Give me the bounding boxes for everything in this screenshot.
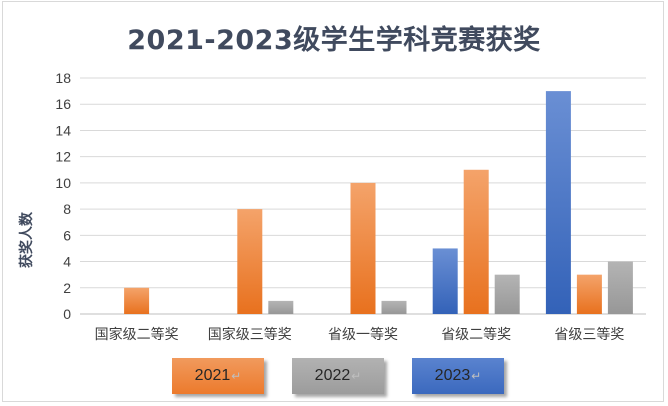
x-tick-label: 国家级二等奖 [95,326,179,343]
bar-2021-4 [576,274,602,314]
y-tick-label: 16 [55,96,71,112]
bar-2021-0 [124,287,150,314]
return-mark-icon: ↵ [231,369,242,383]
x-tick-labels: 国家级二等奖 国家级三等奖 省级一等奖 省级二等奖 省级三等奖 [95,326,625,343]
y-tick-label: 12 [55,149,71,165]
y-tick-label: 18 [55,70,71,86]
y-tick-label: 10 [55,175,71,191]
y-tick-label: 6 [63,227,71,243]
legend-item-2023: 2023 ↵ [412,358,504,394]
legend-label-2021: 2021 [194,367,231,384]
y-tick-labels: 0 2 4 6 8 10 12 14 16 18 [55,70,71,322]
bar-2021-1 [237,209,263,314]
legend-label-2023: 2023 [434,367,471,384]
y-tick-label: 14 [55,122,71,138]
chart-title: 2021-2023级学生学科竞赛获奖 [127,25,541,56]
x-tick-label: 省级三等奖 [554,326,624,343]
return-mark-icon: ↵ [471,369,482,383]
legend-item-2022: 2022 ↵ [292,358,384,394]
x-tick-label: 省级二等奖 [441,326,511,343]
y-tick-label: 8 [63,201,71,217]
y-tick-label: 2 [63,280,71,296]
bars [124,91,633,314]
bar-2021-2 [350,182,376,314]
y-tick-label: 0 [63,306,71,322]
bar-2022-1 [268,300,294,314]
x-tick-label: 省级一等奖 [328,326,398,343]
legend-label-2022: 2022 [314,367,351,384]
x-tick-label: 国家级三等奖 [208,326,292,343]
legend-item-2021: 2021 ↵ [172,358,264,394]
bar-2022-3 [494,274,520,314]
bar-2023-4 [545,91,571,314]
bar-2022-2 [381,300,407,314]
bar-2022-4 [607,261,633,314]
bar-2021-3 [463,169,489,314]
return-mark-icon: ↵ [351,369,362,383]
bar-2023-3 [432,248,458,314]
y-tick-label: 4 [63,254,71,270]
